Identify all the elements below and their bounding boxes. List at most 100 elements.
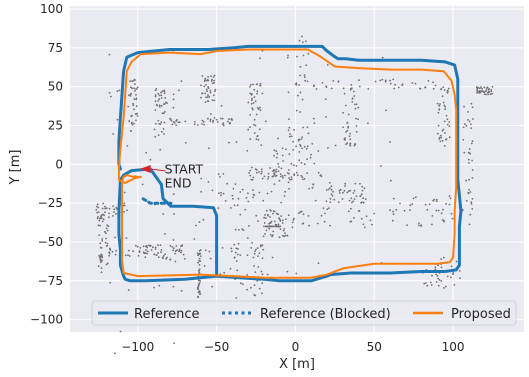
- map-point: [153, 128, 156, 131]
- map-point: [255, 83, 258, 86]
- map-point: [173, 342, 176, 344]
- map-point: [153, 253, 156, 256]
- map-point: [197, 291, 200, 294]
- map-point: [95, 205, 98, 208]
- map-point: [180, 290, 183, 292]
- map-point: [448, 203, 451, 206]
- map-point: [380, 165, 382, 167]
- map-point: [440, 258, 443, 260]
- map-point: [252, 196, 255, 199]
- map-point: [240, 282, 242, 285]
- map-point: [207, 117, 209, 120]
- map-point: [441, 129, 444, 132]
- map-point: [119, 330, 122, 333]
- map-point: [291, 226, 294, 229]
- map-point: [269, 233, 272, 236]
- map-point: [359, 195, 362, 197]
- map-point: [329, 224, 331, 227]
- map-point: [344, 185, 346, 187]
- map-point: [149, 158, 152, 161]
- map-point: [261, 92, 264, 95]
- map-point: [317, 262, 320, 264]
- map-point: [355, 125, 358, 127]
- map-point: [253, 132, 256, 135]
- map-point: [283, 228, 286, 230]
- map-point: [467, 111, 469, 113]
- map-point: [440, 88, 443, 90]
- map-point: [272, 170, 274, 173]
- map-point: [146, 250, 149, 253]
- map-point: [329, 201, 332, 204]
- map-point: [281, 147, 284, 150]
- map-point: [448, 125, 451, 128]
- map-point: [267, 175, 270, 178]
- map-point: [304, 79, 307, 82]
- map-point: [361, 185, 364, 188]
- map-point: [297, 212, 300, 215]
- map-point: [169, 258, 172, 261]
- series-line-proposed: [117, 48, 458, 279]
- map-point: [431, 223, 433, 226]
- map-point: [197, 279, 200, 282]
- map-point: [423, 282, 426, 285]
- map-point: [161, 90, 164, 93]
- map-point: [450, 265, 453, 268]
- map-point: [282, 160, 284, 162]
- map-point: [302, 222, 305, 225]
- map-point: [145, 151, 148, 154]
- map-point: [249, 169, 252, 172]
- map-point: [286, 270, 289, 273]
- map-point: [381, 78, 384, 81]
- map-point: [209, 120, 212, 122]
- map-point: [153, 286, 156, 289]
- map-point: [257, 138, 260, 141]
- y-tick-label: −25: [38, 196, 63, 210]
- map-point: [436, 132, 439, 135]
- map-point: [246, 149, 249, 152]
- map-point: [158, 123, 161, 125]
- map-point: [444, 108, 446, 111]
- map-point: [277, 163, 279, 165]
- map-point: [197, 288, 199, 291]
- map-point: [300, 138, 303, 141]
- map-point: [298, 39, 301, 42]
- map-point: [106, 262, 109, 265]
- map-point: [273, 172, 276, 175]
- map-point: [208, 250, 211, 253]
- map-point: [304, 76, 306, 79]
- map-point: [471, 159, 473, 162]
- map-point: [200, 177, 203, 180]
- map-point: [135, 105, 138, 108]
- map-point: [283, 235, 286, 238]
- map-point: [349, 138, 352, 141]
- map-point: [476, 89, 479, 91]
- map-point: [259, 57, 261, 60]
- map-point: [437, 209, 440, 212]
- map-point: [207, 94, 209, 97]
- map-point: [260, 144, 263, 147]
- map-point: [303, 74, 306, 77]
- map-point: [349, 189, 352, 192]
- map-point: [305, 40, 307, 43]
- map-point: [389, 79, 391, 82]
- map-point: [462, 126, 465, 129]
- map-point: [471, 140, 474, 143]
- map-point: [99, 217, 101, 220]
- map-point: [249, 83, 252, 86]
- map-point: [344, 137, 346, 140]
- map-point: [203, 265, 206, 267]
- map-point: [384, 80, 387, 83]
- map-point: [290, 178, 293, 181]
- map-point: [123, 210, 125, 213]
- map-point: [216, 121, 219, 123]
- map-point: [302, 178, 304, 181]
- map-point: [406, 224, 408, 227]
- map-point: [361, 201, 363, 204]
- map-point: [154, 100, 157, 103]
- map-point: [434, 84, 437, 87]
- map-point: [146, 252, 148, 255]
- map-point: [249, 114, 252, 116]
- map-point: [261, 282, 264, 285]
- map-point: [154, 248, 157, 250]
- map-point: [142, 245, 145, 248]
